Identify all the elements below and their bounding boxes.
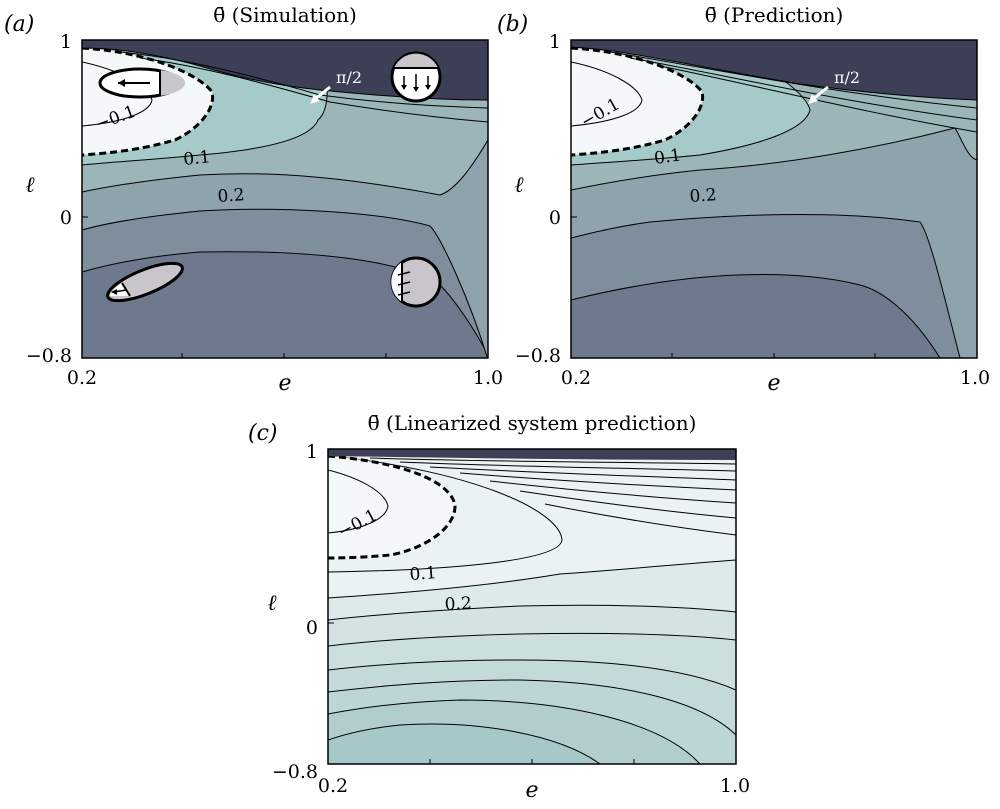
panel-a-annotation-label: π/2 (336, 68, 362, 87)
panel-c-y-tick-top: 1 (306, 441, 318, 463)
panel-c-band-top (328, 449, 736, 460)
panel-b-contour-top1 (609, 51, 977, 109)
panel-b-contour-label-2: 0.1 (653, 145, 683, 169)
panel-a-xlabel: e (278, 371, 291, 396)
panel-b-y-tick-bottom: −0.8 (515, 345, 561, 367)
panel-a-title: θ̄ (Simulation) (213, 3, 357, 27)
panel-a-band-top (82, 40, 488, 101)
panel-c-y-tick-bottom: −0.8 (272, 761, 318, 783)
panel-c-top-contours (369, 457, 736, 536)
panel-a-contour-label-2: 0.1 (182, 147, 211, 170)
panel-a-zero-contour (82, 46, 215, 157)
panel-b-contour-label-3: 0.2 (689, 185, 717, 207)
panel-a: (a) θ̄ (Simulation) (4, 3, 503, 396)
panel-a-inset-circle-top (390, 51, 442, 103)
panel-b-band-top (571, 40, 977, 101)
panel-a-ticks (81, 39, 489, 359)
panel-b-contour-neg01 (571, 61, 643, 127)
panel-a-y-tick-mid: 0 (60, 207, 72, 229)
panel-b-contour-top3 (659, 65, 977, 133)
panel-b-annotation-label: π/2 (834, 68, 860, 87)
panel-b-annotation: π/2 (808, 68, 860, 104)
panel-a-frame (81, 39, 489, 359)
panel-b-zero-contour (571, 46, 705, 157)
panel-b: (b) θ̄ (Prediction) π/2 −0.1 0.1 0.2 (497, 3, 990, 396)
panel-c-contour-label-3: 0.2 (444, 594, 472, 615)
panel-b-plot-area (571, 40, 977, 358)
panel-a-annotation: π/2 (310, 68, 362, 104)
panel-c-plot-area (328, 449, 736, 764)
panel-b-x-tick-max: 1.0 (960, 367, 990, 389)
panel-c-contour-01 (328, 455, 563, 573)
panel-b-xlabel: e (767, 371, 780, 396)
panel-c-ticks (327, 448, 737, 765)
panel-a-y-tick-bottom: −0.8 (26, 345, 72, 367)
panel-b-x-tick-min: 0.2 (561, 367, 591, 389)
panel-b-title: θ̄ (Prediction) (705, 3, 844, 27)
panel-c-contour-neg01 (328, 469, 389, 534)
panel-c-xlabel: e (525, 778, 538, 803)
panel-c-y-tick-mid: 0 (306, 617, 318, 639)
panel-a-inset-ellipse-bottom (106, 261, 184, 303)
panel-b-label: (b) (497, 12, 528, 37)
panel-c-x-tick-min: 0.2 (318, 775, 348, 797)
panel-c: (c) θ̄ (Linearized system prediction) (248, 411, 750, 803)
panel-b-contour-top2 (629, 57, 977, 121)
panel-a-x-tick-min: 0.2 (67, 367, 97, 389)
panel-b-y-tick-top: 1 (549, 31, 561, 53)
panel-a-label: (a) (4, 12, 34, 37)
panel-b-ticks (570, 39, 978, 359)
panel-c-title: θ̄ (Linearized system prediction) (368, 411, 697, 435)
panel-a-inset-circle-bottom (390, 256, 442, 308)
panel-a-inset-ellipse-top (98, 67, 186, 99)
panel-a-contour-top2 (139, 57, 488, 123)
panel-c-x-tick-max: 1.0 (720, 775, 750, 797)
panel-c-ylabel: ℓ (267, 591, 277, 616)
panel-b-y-tick-mid: 0 (549, 207, 561, 229)
panel-a-ylabel: ℓ (25, 173, 35, 198)
panel-a-y-tick-top: 1 (60, 31, 72, 53)
panel-c-label: (c) (248, 421, 278, 446)
panel-b-region-negative (571, 48, 703, 155)
panel-c-contour-label-2: 0.1 (409, 563, 437, 585)
panel-a-x-tick-max: 1.0 (473, 367, 503, 389)
panel-a-contour-label-3: 0.2 (217, 185, 245, 207)
panel-b-ylabel: ℓ (514, 173, 524, 198)
